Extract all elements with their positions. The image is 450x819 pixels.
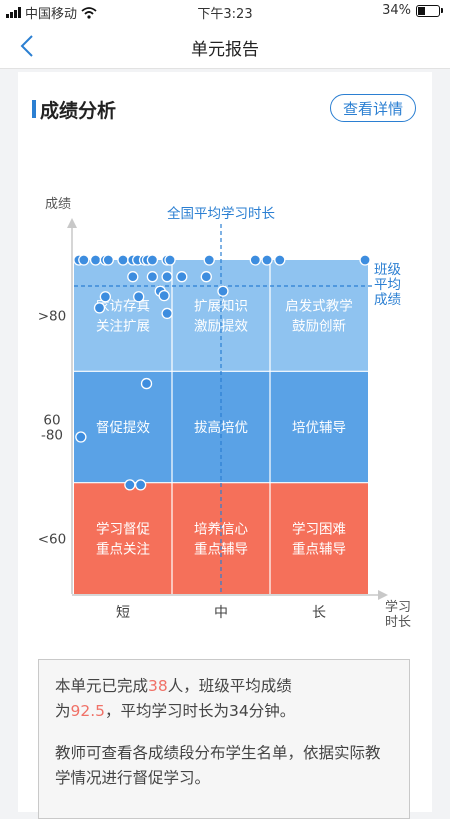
summary-text: 人，班级平均成绩 [167, 677, 292, 695]
data-point [203, 254, 215, 266]
summary-text: ，平均学习时长为34分钟。 [105, 702, 296, 720]
status-time: 下午3:23 [197, 7, 253, 22]
summary-text: 本单元已完成 [55, 677, 149, 695]
chart-cell-label: 关注扩展 [96, 319, 150, 335]
data-point [161, 307, 173, 320]
y-axis-arrow [67, 218, 77, 228]
summary-box: 本单元已完成38人，班级平均成绩为92.5，平均学习时长为34分钟。 教师可查看… [38, 659, 410, 819]
chart-cell-label: 重点关注 [96, 541, 150, 557]
avg-score: 92.5 [70, 702, 106, 720]
y-axis-label: 成绩 [45, 197, 71, 212]
data-point [124, 479, 136, 491]
data-point [140, 377, 153, 390]
data-point [93, 302, 106, 314]
chart-cell-bg [270, 482, 368, 594]
chart-cell-label: 学习督促 [96, 521, 150, 537]
chart-cell-label: 培优辅导 [292, 420, 346, 436]
x-axis-label: 学习 [385, 599, 411, 615]
data-point [134, 479, 147, 491]
class-avg-label: 平均 [374, 277, 401, 293]
x-category-label: 中 [214, 605, 228, 621]
chart-cell-label: 激励提效 [194, 319, 248, 335]
data-point [261, 254, 273, 266]
data-point [217, 285, 229, 297]
data-point [133, 291, 145, 303]
data-point [127, 271, 139, 283]
y-band-label: 60 [43, 413, 60, 429]
chart-cell-label: 启发式教学 [285, 299, 353, 315]
chart-cell-label: 学习困难 [292, 521, 346, 537]
class-avg-label: 班级 [374, 262, 401, 278]
chart-cell-label: 扩展知识 [194, 298, 248, 315]
summary-para-2: 教师可查看各成绩段分布学生名单，依据实际教学情况进行督促学习。 [55, 744, 381, 787]
national-avg-label: 全国平均学习时长 [167, 205, 275, 222]
battery-icon [416, 4, 443, 17]
chart-cell-bg [270, 260, 368, 372]
y-band-label: -80 [41, 428, 63, 444]
y-band-label: <60 [38, 531, 67, 547]
section-accent-bar [32, 100, 36, 118]
chart-cell-label: 鼓励创新 [292, 319, 346, 335]
wifi-icon [81, 6, 97, 19]
data-point [164, 254, 176, 266]
carrier-name: 中国移动 [25, 7, 78, 22]
data-point [359, 254, 371, 266]
data-point [102, 254, 114, 266]
class-avg-label: 成绩 [374, 292, 401, 308]
chart-cell-label: 重点辅导 [292, 541, 346, 557]
data-point [78, 254, 90, 266]
completed-count: 38 [148, 677, 168, 695]
data-point [200, 271, 212, 283]
back-arrow-icon[interactable] [14, 32, 42, 60]
chart-cell-bg [74, 371, 172, 483]
data-point [158, 289, 170, 302]
data-point [161, 271, 173, 283]
chart-cell-label: 培养信心 [194, 521, 248, 537]
page-title: 单元报告 [191, 40, 259, 60]
nav-bar: 单元报告 [0, 24, 450, 69]
x-category-label: 短 [116, 605, 130, 621]
x-axis-arrow [378, 590, 388, 600]
chart-cell-label: 督促提效 [96, 420, 150, 436]
x-axis-label: 时长 [385, 615, 411, 630]
data-point [89, 254, 102, 266]
x-category-label: 长 [312, 605, 326, 621]
data-point [176, 271, 188, 283]
y-band-label: >80 [38, 309, 67, 325]
section-title: 成绩分析 [40, 100, 117, 122]
summary-para-1: 本单元已完成38人，班级平均成绩为92.5，平均学习时长为34分钟。 [55, 674, 393, 724]
report-card: 成绩分析 查看详情 家访存真 关注扩展 扩展知识 激励提效 启发式教学 鼓励创新 督促提效拔… [18, 72, 432, 819]
data-point [249, 254, 261, 266]
data-point [146, 254, 159, 266]
data-point [274, 254, 286, 266]
data-point [117, 254, 129, 266]
signal-icon [6, 7, 21, 18]
view-details-button[interactable]: 查看详情 [330, 94, 416, 122]
data-point [146, 271, 159, 283]
data-point [99, 291, 112, 303]
status-bar: 中国移动 下午3:23 34% [0, 0, 450, 24]
chart-cell-bg [74, 482, 172, 594]
chart-cell-bg [270, 371, 368, 483]
data-point [75, 431, 87, 443]
summary-text: 为 [55, 702, 71, 720]
battery-percent: 34% [382, 3, 411, 18]
